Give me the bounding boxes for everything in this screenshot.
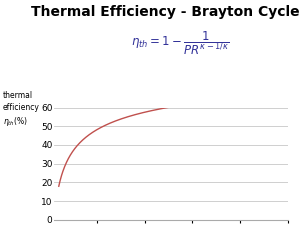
Text: thermal
efficiency
$\eta_{th}$(%): thermal efficiency $\eta_{th}$(%): [3, 91, 40, 128]
Text: Thermal Efficiency - Brayton Cycle: Thermal Efficiency - Brayton Cycle: [31, 5, 299, 19]
Text: $\eta_{th} = 1 - \dfrac{1}{PR^{\kappa-1/\kappa}}$: $\eta_{th} = 1 - \dfrac{1}{PR^{\kappa-1/…: [130, 29, 230, 57]
